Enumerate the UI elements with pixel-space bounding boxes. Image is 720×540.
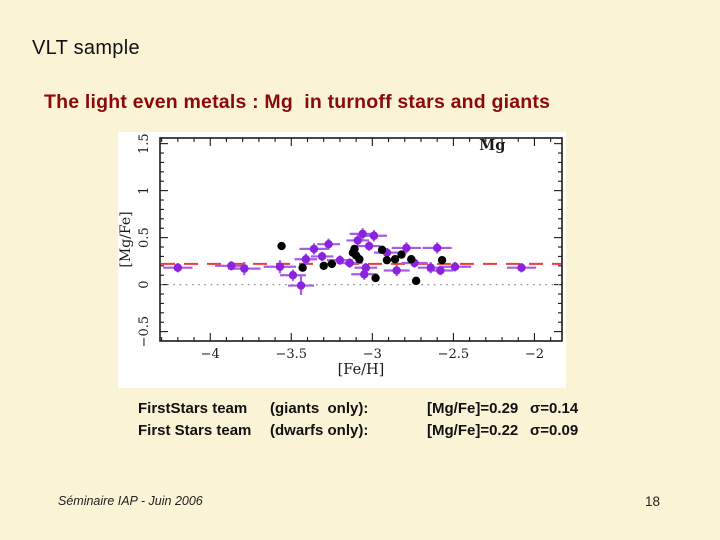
svg-text:−0.5: −0.5	[137, 316, 152, 348]
data-point	[407, 255, 416, 264]
slide-subtitle: The light even metals : Mg in turnoff st…	[44, 91, 551, 113]
svg-text:−4: −4	[201, 347, 220, 362]
data-point	[411, 276, 421, 286]
data-point	[227, 261, 236, 271]
data-point	[345, 258, 354, 268]
data-point	[361, 263, 371, 272]
data-point	[301, 255, 311, 264]
data-point	[288, 271, 298, 280]
data-point	[390, 255, 400, 264]
chart-panel: −4 −3.5 −3 −2.5 −2 −0.5 0 0.5 1 1.5 [Fe/H] [Mg/Fe] M…	[118, 132, 566, 388]
data-point	[382, 255, 392, 265]
team-label: First Stars team	[138, 422, 252, 439]
x-tick-labels: −4 −3.5 −3 −2.5 −2	[201, 347, 544, 362]
data-point	[436, 266, 445, 275]
data-point	[360, 270, 369, 279]
data-point	[437, 255, 447, 265]
data-point	[309, 244, 319, 254]
data-point	[277, 241, 286, 251]
mg-scatter-plot: −4 −3.5 −3 −2.5 −2 −0.5 0 0.5 1 1.5 [Fe/H] [Mg/Fe] M…	[118, 133, 563, 378]
data-point	[392, 266, 401, 275]
data-point	[426, 263, 435, 272]
data-point	[240, 264, 249, 273]
footer-text: Séminaire IAP - Juin 2006	[58, 494, 203, 508]
mean-value: [Mg/Fe]=0.29	[427, 400, 519, 417]
data-point	[298, 263, 307, 272]
data-point	[350, 244, 359, 254]
stats-block: FirstStars team (giants only): [Mg/Fe]=0…	[138, 398, 578, 442]
data-point	[432, 243, 442, 253]
subset-label: (dwarfs only):	[270, 422, 369, 439]
svg-text:0: 0	[137, 280, 152, 288]
svg-text:1: 1	[137, 186, 152, 194]
svg-text:−3.5: −3.5	[276, 347, 308, 362]
subset-label: (giants only):	[270, 400, 369, 417]
data-point	[397, 250, 406, 259]
axis-ticks	[160, 138, 562, 341]
data-point	[319, 261, 328, 271]
mean-value: [Mg/Fe]=0.22	[427, 422, 519, 439]
data-point	[358, 229, 367, 239]
svg-text:0.5: 0.5	[137, 227, 152, 248]
giants-series	[277, 241, 447, 286]
y-tick-labels: −0.5 0 0.5 1 1.5	[137, 133, 152, 347]
data-point	[275, 262, 285, 271]
team-label: FirstStars team	[138, 400, 248, 417]
svg-text:−3: −3	[363, 347, 382, 362]
stats-row-dwarfs: First Stars team (dwarfs only): [Mg/Fe]=…	[138, 420, 578, 442]
data-point	[355, 255, 364, 264]
data-point	[402, 243, 411, 253]
data-point	[517, 263, 526, 272]
data-point	[327, 259, 337, 269]
data-point	[377, 245, 387, 255]
turnoff-dwarfs-series	[163, 228, 537, 295]
y-axis-label: [Mg/Fe]	[118, 211, 134, 267]
data-point	[335, 255, 345, 265]
slide-title: VLT sample	[32, 37, 140, 59]
svg-text:1.5: 1.5	[137, 133, 152, 154]
sigma-value: σ=0.14	[530, 400, 579, 417]
data-point	[371, 273, 380, 283]
page-number: 18	[645, 494, 661, 509]
data-point	[296, 281, 306, 290]
x-axis-label: [Fe/H]	[338, 362, 385, 378]
data-point	[353, 236, 362, 245]
data-point	[317, 252, 327, 261]
svg-text:−2.5: −2.5	[438, 347, 470, 362]
plot-annotation-mg: Mg	[479, 137, 505, 154]
sigma-value: σ=0.09	[530, 422, 579, 439]
svg-text:−2: −2	[525, 347, 544, 362]
data-point	[364, 241, 374, 251]
data-point	[450, 262, 460, 271]
data-point	[324, 239, 333, 249]
data-point	[369, 231, 379, 240]
data-point	[173, 263, 183, 272]
stats-row-giants: FirstStars team (giants only): [Mg/Fe]=0…	[138, 398, 578, 420]
